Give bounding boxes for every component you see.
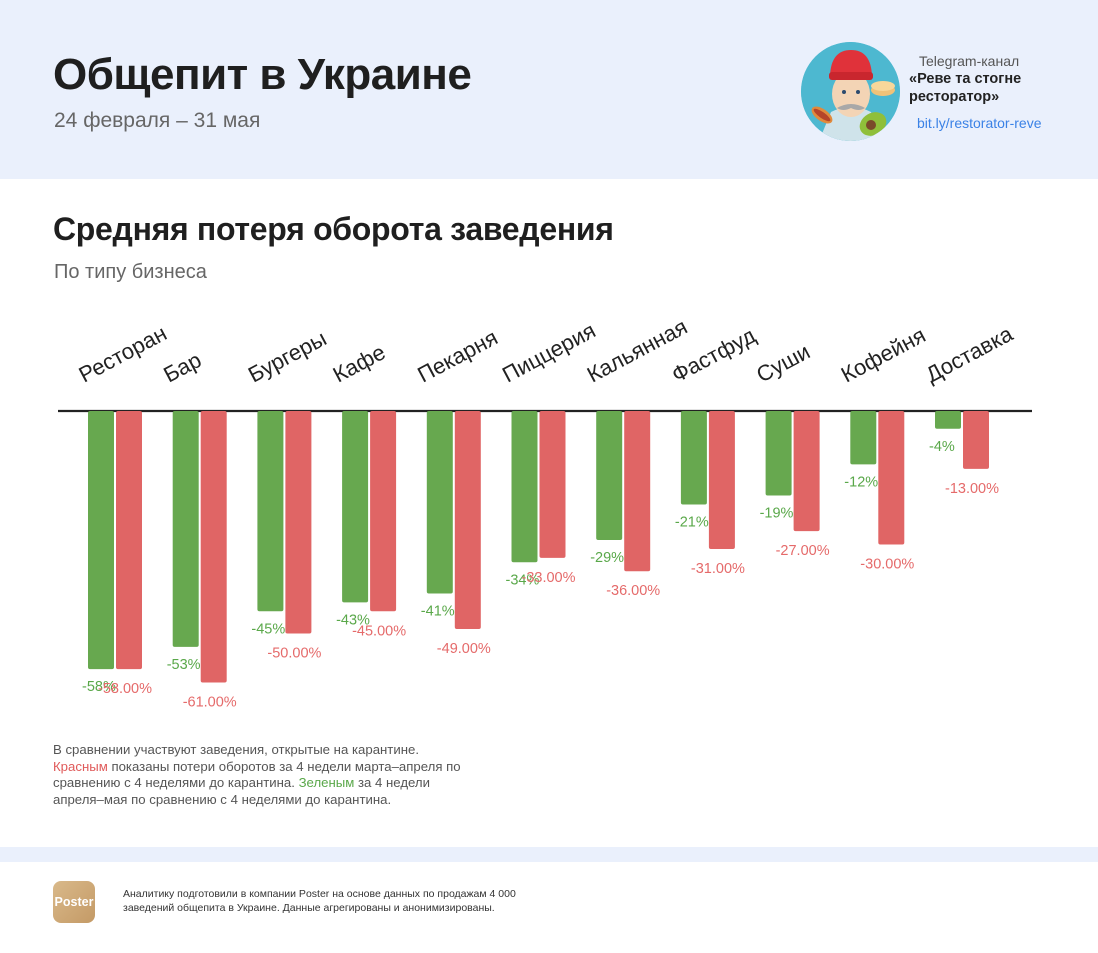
bar-red bbox=[963, 411, 989, 469]
category-label: Кафе bbox=[329, 339, 390, 387]
bar-red bbox=[708, 411, 735, 549]
category-label: Пекарня bbox=[413, 325, 501, 388]
date-range: 24 февраля – 31 мая bbox=[54, 109, 261, 132]
data-label-red: -61.00% bbox=[183, 694, 237, 710]
data-label-red: -27.00% bbox=[776, 543, 830, 559]
bar-red bbox=[200, 411, 227, 683]
bar-chart: Ресторан -58%-58.00% Бар -53% -61.00% Бургеры… bbox=[58, 314, 1032, 710]
bar-green bbox=[172, 411, 199, 647]
category-label: Суши bbox=[752, 339, 814, 388]
note-green-legend: Зеленым bbox=[298, 775, 355, 790]
data-label-red: -49.00% bbox=[437, 641, 491, 657]
data-label-red: -30.00% bbox=[860, 557, 914, 573]
data-label-red: -36.00% bbox=[606, 583, 660, 599]
bar-green bbox=[765, 411, 792, 496]
data-label-green: -58% bbox=[82, 679, 116, 695]
bar-green bbox=[511, 411, 538, 563]
chef-avatar-icon bbox=[801, 42, 900, 141]
bar-green bbox=[680, 411, 707, 505]
data-label-green: -43% bbox=[336, 612, 370, 628]
poster-logo: Poster bbox=[53, 881, 95, 923]
data-label-green: -41% bbox=[421, 603, 455, 619]
data-label-green: -45% bbox=[251, 621, 285, 637]
data-label-green: -53% bbox=[167, 657, 201, 673]
data-label-red: -31.00% bbox=[691, 561, 745, 577]
bar-red bbox=[454, 411, 481, 630]
bar-green bbox=[257, 411, 284, 612]
data-label-green: -29% bbox=[590, 550, 624, 566]
category-label: Кофейня bbox=[837, 322, 930, 387]
data-label-green: -34% bbox=[506, 572, 540, 588]
category-label: Бар bbox=[159, 347, 205, 387]
data-label-red: -13.00% bbox=[945, 481, 999, 497]
telegram-channel-name: «Реве та стогне ресторатор» bbox=[909, 71, 1022, 105]
note-line-3: за 4 недели апреля–мая по сравнению с 4 … bbox=[53, 775, 430, 807]
note-line-2: показаны потери оборотов за 4 недели мар… bbox=[53, 758, 461, 791]
header-banner: Общепит в Украине 24 февраля – 31 мая Te… bbox=[0, 0, 1098, 179]
bar-green bbox=[426, 411, 453, 594]
bar-green bbox=[88, 411, 114, 670]
category-label: Ресторан bbox=[75, 320, 171, 387]
note-red-legend: Красным bbox=[53, 758, 108, 774]
category-label: Доставка bbox=[922, 321, 1018, 388]
bar-red bbox=[116, 411, 142, 670]
chart-note: В сравнении участвуют заведения, открыты… bbox=[53, 742, 473, 808]
page-title: Общепит в Украине bbox=[53, 50, 472, 99]
data-label-green: -12% bbox=[844, 474, 878, 490]
bar-green bbox=[342, 411, 369, 603]
data-label-red: -58.00% bbox=[98, 681, 152, 697]
chart-title: Средняя потеря оборота заведения bbox=[53, 211, 614, 247]
category-label: Пиццерия bbox=[498, 318, 600, 388]
category-label: Бургеры bbox=[244, 326, 331, 388]
data-label-green: -19% bbox=[760, 506, 794, 522]
telegram-label: Telegram-канал bbox=[919, 53, 1020, 69]
footer-text: Аналитику подготовили в компании Poster … bbox=[123, 888, 516, 914]
data-label-green: -4% bbox=[929, 439, 955, 455]
bar-red bbox=[539, 411, 566, 558]
bar-green bbox=[935, 411, 961, 429]
chart-subtitle: По типу бизнеса bbox=[54, 261, 207, 283]
data-label-red: -45.00% bbox=[352, 623, 406, 639]
bar-red bbox=[624, 411, 651, 572]
bar-red bbox=[793, 411, 820, 532]
bar-green bbox=[596, 411, 623, 541]
telegram-channel-link[interactable]: bit.ly/restorator-reve bbox=[917, 115, 1042, 131]
data-label-green: -21% bbox=[675, 514, 709, 530]
divider-band bbox=[0, 847, 1098, 862]
bar-red bbox=[878, 411, 905, 545]
note-line-1: В сравнении участвуют заведения, открыты… bbox=[53, 742, 419, 757]
data-label-red: -50.00% bbox=[267, 646, 321, 662]
data-label-red: -33.00% bbox=[522, 570, 576, 586]
bar-red bbox=[370, 411, 397, 612]
bar-red bbox=[285, 411, 312, 634]
bar-green bbox=[850, 411, 877, 465]
